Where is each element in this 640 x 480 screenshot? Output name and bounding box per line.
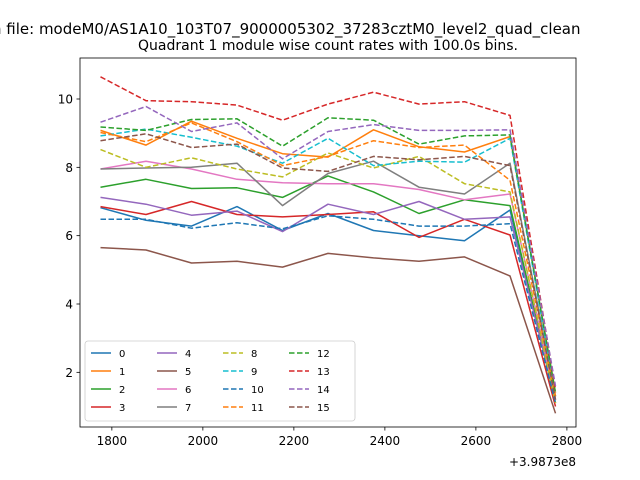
series-line-5 [100,246,557,414]
legend-label-1: 1 [119,367,125,378]
legend-label-7: 7 [185,403,191,414]
legend-box [84,340,356,422]
y-tick-label: 4 [65,298,73,312]
legend-label-14: 14 [317,385,330,396]
series-line-10 [100,215,557,404]
series-line-9 [100,128,557,397]
figure-suptitle: n file: modeM0/AS1A10_103T07_9000005302_… [0,20,581,39]
series-line-3 [100,200,557,407]
legend-label-5: 5 [185,367,191,378]
series-line-11 [100,122,557,397]
legend-label-3: 3 [119,403,125,414]
series-line-2 [100,175,557,404]
x-tick-label: 2800 [552,434,583,448]
series-line-8 [100,148,557,404]
series-line-14 [100,105,557,387]
y-tick-label: 2 [65,366,73,380]
legend-label-0: 0 [119,349,125,360]
legend-label-9: 9 [251,367,257,378]
x-axis-offset-label: +3.9873e8 [509,455,576,469]
series-line-4 [100,196,557,400]
legend-label-2: 2 [119,385,125,396]
series-line-6 [100,160,557,400]
y-tick-label: 8 [65,161,73,175]
x-tick-label: 2000 [188,434,219,448]
x-tick-label: 2600 [461,434,492,448]
legend-label-15: 15 [317,403,330,414]
y-tick-label: 10 [58,93,73,107]
x-tick-label: 2200 [279,434,310,448]
series-line-13 [100,76,557,390]
legend-label-10: 10 [251,385,264,396]
series-line-15 [100,133,557,400]
chart-title: Quadrant 1 module wise count rates with … [138,38,518,54]
legend-label-12: 12 [317,349,330,360]
legend-label-8: 8 [251,349,257,360]
plot-area: 1800 2000 2200 2400 2600 28002468100123456789… [58,57,583,448]
series-line-0 [100,205,557,400]
x-tick-label: 1800 [97,434,128,448]
legend-label-13: 13 [317,367,330,378]
y-tick-label: 6 [65,229,73,243]
legend-label-4: 4 [185,349,191,360]
x-tick-label: 2400 [370,434,401,448]
legend-label-6: 6 [185,385,191,396]
series-line-7 [100,160,557,397]
axes-frame [79,57,577,428]
legend-label-11: 11 [251,403,264,414]
